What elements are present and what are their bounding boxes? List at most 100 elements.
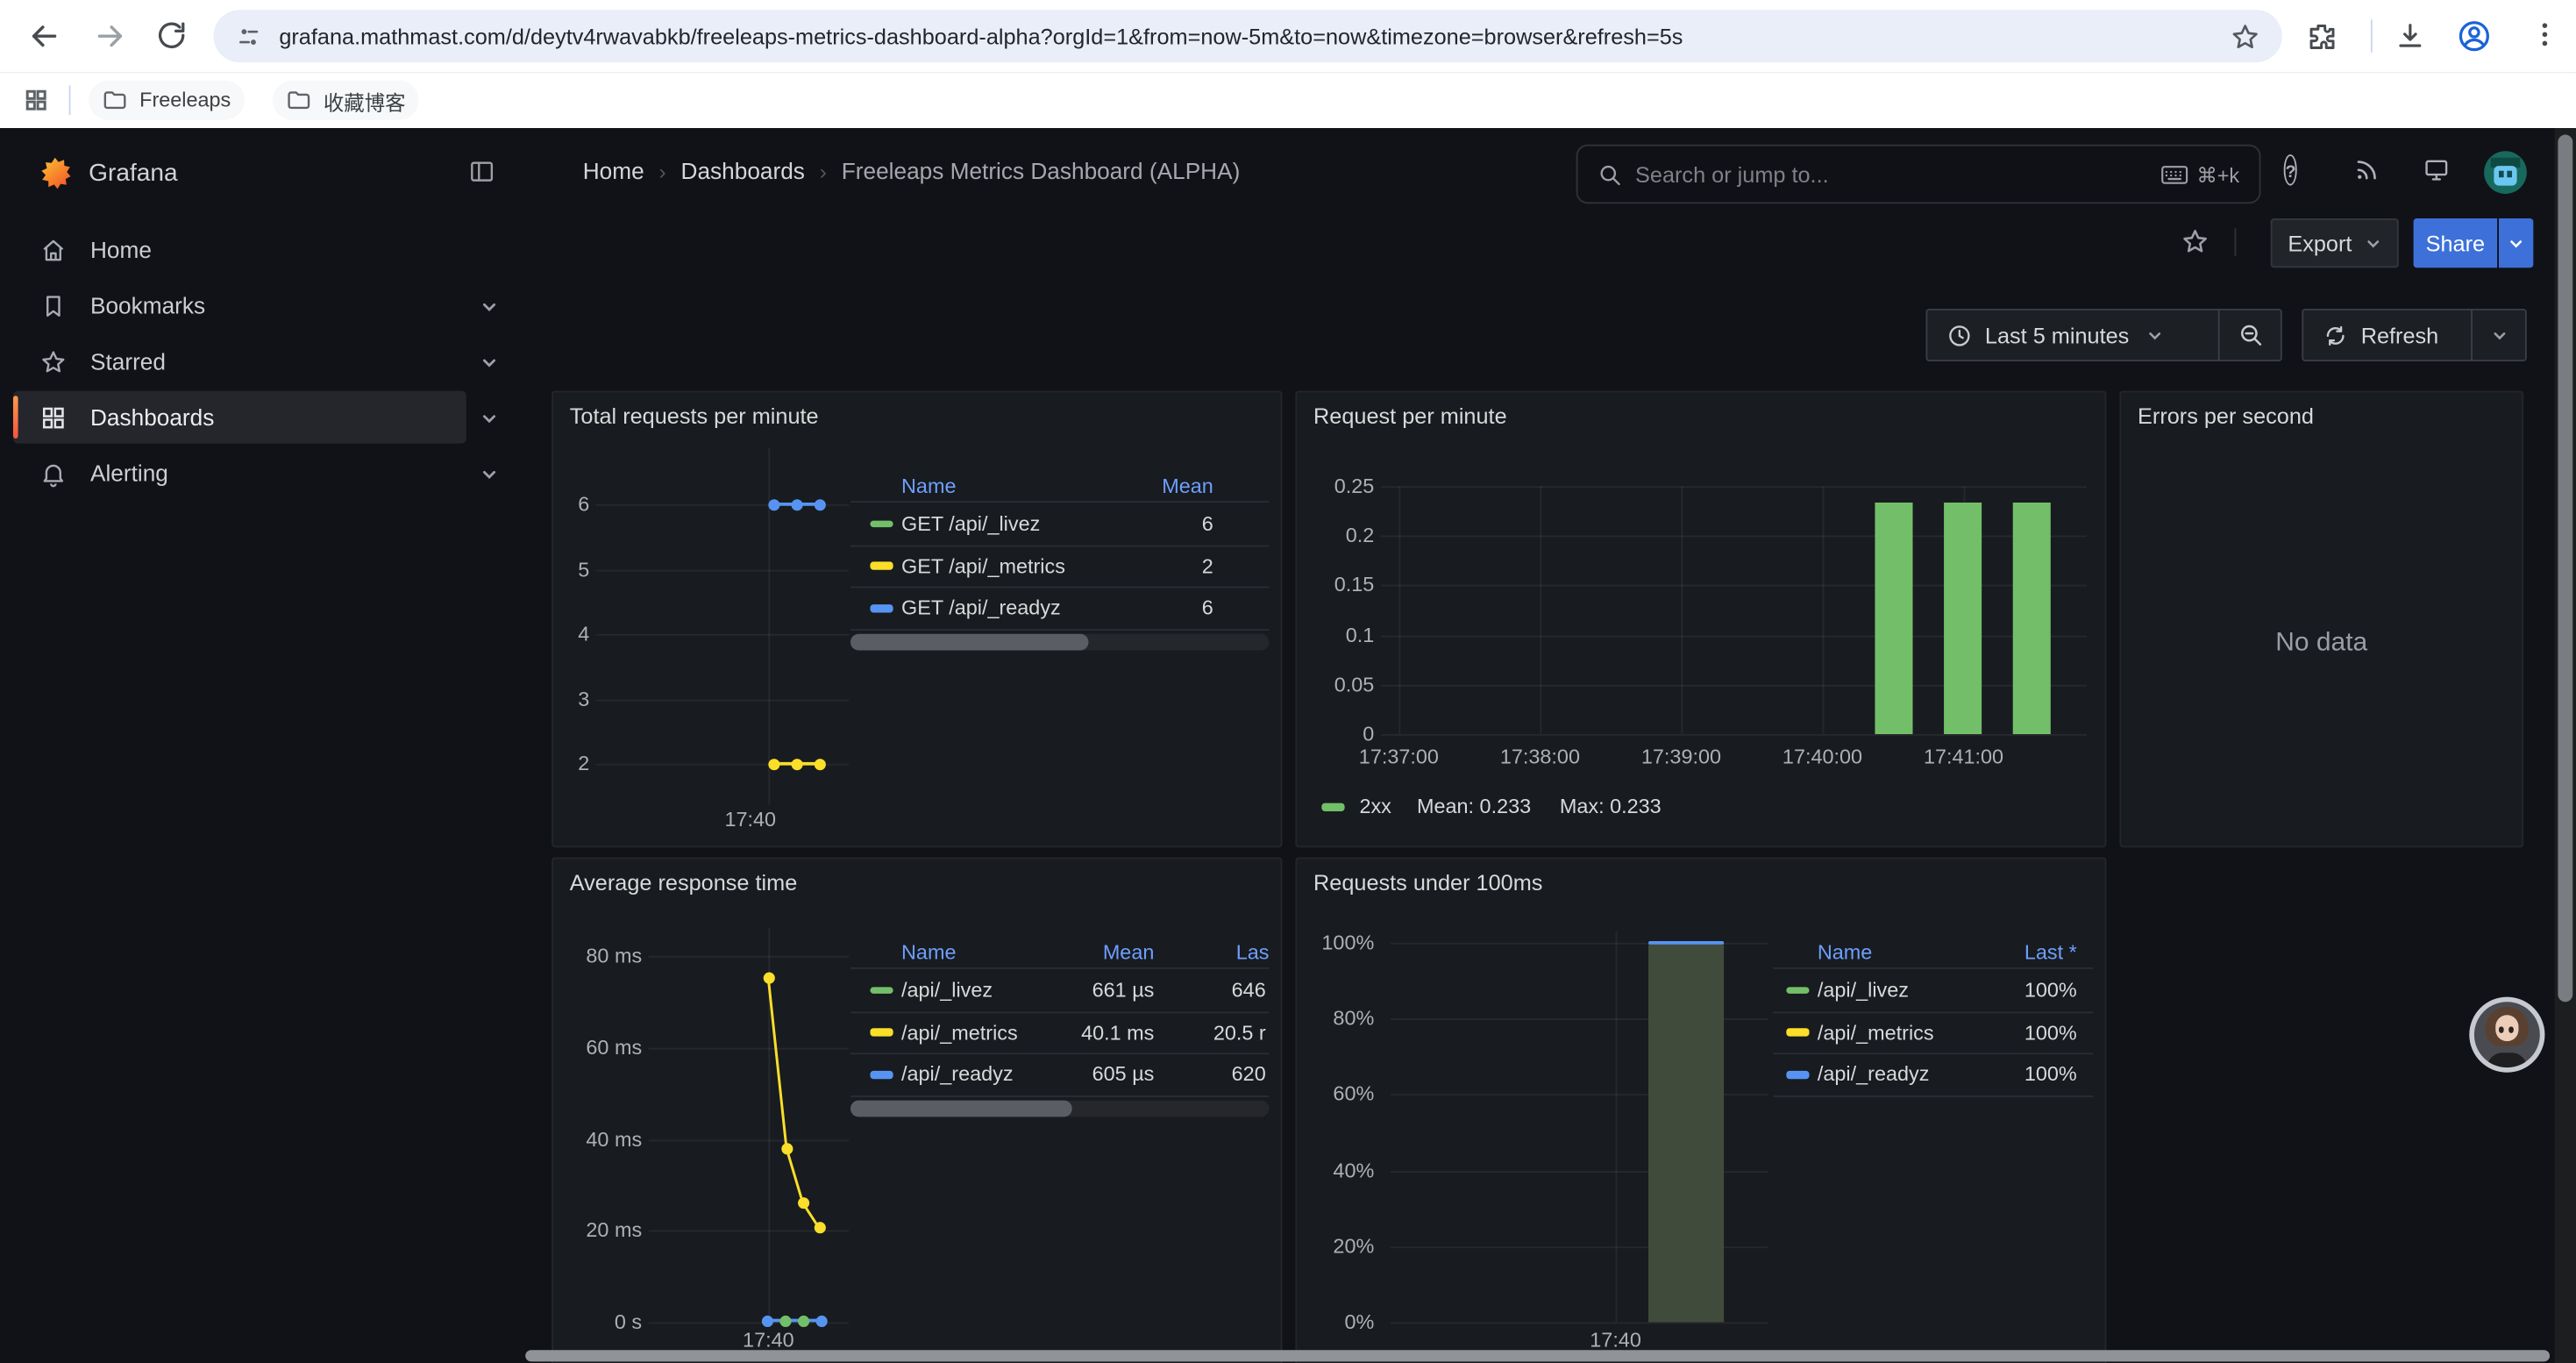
help-icon[interactable] <box>2284 156 2298 186</box>
legend-scrollbar-thumb[interactable] <box>850 634 1089 651</box>
legend-header[interactable]: Last * <box>2025 939 2077 966</box>
url-bar[interactable]: grafana.mathmast.com/d/deytv4rwavabkb/fr… <box>213 10 2281 62</box>
profile-icon[interactable] <box>2456 18 2492 54</box>
apps-grid-icon[interactable] <box>23 87 49 113</box>
legend-cell[interactable]: 6 <box>1202 595 1213 621</box>
refresh-interval-dropdown[interactable] <box>2471 309 2527 361</box>
share-button[interactable]: Share <box>2414 218 2497 268</box>
zoom-out-button[interactable] <box>2218 309 2282 361</box>
grafana-logo[interactable] <box>39 158 71 189</box>
chevron-down-icon[interactable] <box>480 353 499 373</box>
sidebar-item-starred[interactable]: Starred <box>0 333 522 389</box>
legend-header[interactable]: Mean <box>1162 473 1213 499</box>
url-text[interactable]: grafana.mathmast.com/d/deytv4rwavabkb/fr… <box>279 24 2230 48</box>
panel-request-per-minute[interactable]: Request per minute 0.250.20.150.10.05017… <box>1295 391 2106 848</box>
legend-cell[interactable]: 620 <box>1232 1061 1266 1088</box>
forward-icon[interactable] <box>92 18 128 54</box>
chevron-down-icon[interactable] <box>480 409 499 428</box>
legend-mean: Mean: 0.233 <box>1417 793 1531 819</box>
legend-header[interactable]: Name <box>901 939 956 966</box>
legend-max: Max: 0.233 <box>1560 793 1662 819</box>
bookmark-star-icon[interactable] <box>2230 20 2261 52</box>
legend-header[interactable]: Name <box>901 473 956 499</box>
legend-scrollbar[interactable] <box>850 1101 1269 1117</box>
vertical-scrollbar[interactable] <box>2555 128 2576 1363</box>
legend-series[interactable]: 2xx <box>1359 793 1391 819</box>
vertical-scrollbar-thumb[interactable] <box>2558 135 2572 1003</box>
sidebar-item-label: Home <box>90 222 152 278</box>
legend-cell[interactable]: /api/_readyz <box>901 1061 1014 1088</box>
export-button[interactable]: Export <box>2271 218 2399 268</box>
monitor-icon[interactable] <box>2422 156 2451 184</box>
sidebar-item-home[interactable]: Home <box>0 222 522 278</box>
refresh-icon <box>2323 323 2348 347</box>
chevron-down-icon[interactable] <box>480 297 499 317</box>
legend-cell[interactable]: /api/_readyz <box>1818 1061 1930 1088</box>
legend-scrollbar-thumb[interactable] <box>850 1101 1072 1117</box>
legend-cell[interactable]: 661 µs <box>1092 977 1155 1003</box>
legend-cell[interactable]: GET /api/_readyz <box>901 595 1061 621</box>
horizontal-scrollbar-thumb[interactable] <box>525 1350 2550 1361</box>
legend-cell[interactable]: 100% <box>2025 1019 2077 1045</box>
sidebar-item-bookmarks[interactable]: Bookmarks <box>0 277 522 333</box>
extensions-icon[interactable] <box>2305 19 2338 52</box>
legend-cell[interactable]: 20.5 r <box>1213 1019 1266 1045</box>
sidebar-item-dashboards[interactable]: Dashboards <box>0 389 522 446</box>
legend-cell[interactable]: GET /api/_metrics <box>901 553 1065 579</box>
legend-cell[interactable]: 100% <box>2025 977 2077 1003</box>
search-input[interactable]: Search or jump to... ⌘+k <box>1576 145 2261 203</box>
breadcrumb-separator: › <box>659 160 666 184</box>
panel-errors-per-second[interactable]: Errors per second No data <box>2119 391 2523 848</box>
bar[interactable] <box>1875 503 1912 734</box>
chevron-down-icon[interactable] <box>480 465 499 484</box>
brand-title[interactable]: Grafana <box>89 160 177 188</box>
share-dropdown-button[interactable] <box>2499 218 2533 268</box>
assistant-avatar[interactable] <box>2469 997 2544 1073</box>
y-tick: 0.15 <box>1297 572 1374 598</box>
bar[interactable] <box>1648 943 1724 1323</box>
legend-header[interactable]: Mean <box>1103 939 1155 966</box>
bookmark-folder-freeleaps[interactable]: Freeleaps <box>89 81 244 120</box>
tune-icon[interactable] <box>235 22 263 50</box>
legend-header[interactable]: Las <box>1236 939 1270 966</box>
legend-header[interactable]: Name <box>1818 939 1872 966</box>
refresh-button[interactable]: Refresh <box>2302 309 2473 361</box>
legend-cell[interactable]: /api/_metrics <box>1818 1019 1934 1045</box>
panel-total-requests[interactable]: Total requests per minute 6543217:40Name… <box>551 391 1282 848</box>
gridline <box>1381 486 2087 488</box>
breadcrumb-dashboards[interactable]: Dashboards <box>681 158 805 184</box>
gridline <box>1391 1322 1768 1324</box>
sidebar-item-label: Dashboards <box>90 389 214 446</box>
breadcrumb-home[interactable]: Home <box>583 158 644 184</box>
legend-cell[interactable]: 2 <box>1202 553 1213 579</box>
panel-avg-response-time[interactable]: Average response time 80 ms60 ms40 ms20 … <box>551 857 1282 1363</box>
bookmark-folder-blogs[interactable]: 收藏博客 <box>273 81 419 120</box>
legend-cell[interactable]: 605 µs <box>1092 1061 1155 1088</box>
sidebar-toggle-icon[interactable] <box>468 158 496 186</box>
panel-title[interactable]: Errors per second <box>2138 404 2314 429</box>
time-range-picker[interactable]: Last 5 minutes <box>1925 309 2219 361</box>
bar[interactable] <box>1944 503 1982 734</box>
bookmarks-bar: Freeleaps 收藏博客 <box>0 72 2576 128</box>
back-icon[interactable] <box>26 18 62 54</box>
series-point <box>763 973 774 984</box>
menu-icon[interactable] <box>2529 18 2561 51</box>
gridline <box>649 1047 849 1049</box>
legend-cell[interactable]: /api/_livez <box>1818 977 1909 1003</box>
rss-icon[interactable] <box>2352 156 2380 184</box>
sidebar-item-alerting[interactable]: Alerting <box>0 445 522 501</box>
legend-cell[interactable]: /api/_livez <box>901 977 993 1003</box>
legend-cell[interactable]: 646 <box>1232 977 1266 1003</box>
legend-cell[interactable]: /api/_metrics <box>901 1019 1018 1045</box>
favorite-star-icon[interactable] <box>2181 226 2210 256</box>
legend-cell[interactable]: 100% <box>2025 1061 2077 1088</box>
legend-cell[interactable]: 40.1 ms <box>1081 1019 1154 1045</box>
panel-requests-under-100ms[interactable]: Requests under 100ms 100%80%60%40%20%0%1… <box>1295 857 2106 1363</box>
bar[interactable] <box>2013 503 2051 734</box>
user-avatar[interactable] <box>2484 151 2527 194</box>
download-icon[interactable] <box>2394 19 2426 52</box>
legend-scrollbar[interactable] <box>850 634 1269 651</box>
legend-cell[interactable]: 6 <box>1202 510 1213 537</box>
reload-icon[interactable] <box>154 18 189 53</box>
legend-cell[interactable]: GET /api/_livez <box>901 510 1040 537</box>
